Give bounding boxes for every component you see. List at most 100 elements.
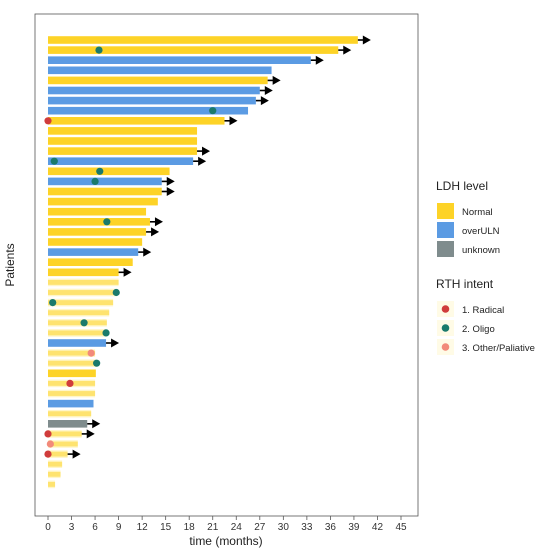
rth-marker	[44, 450, 52, 458]
x-tick-label: 42	[372, 522, 384, 533]
bar	[48, 137, 198, 145]
rth-marker	[112, 288, 120, 297]
x-tick-label: 18	[184, 522, 196, 533]
bar-core	[48, 300, 114, 306]
bar	[48, 420, 88, 428]
x-tick-label: 33	[301, 522, 313, 533]
x-tick-label: 45	[395, 522, 407, 533]
x-tick-label: 0	[45, 522, 51, 533]
ongoing-arrow-head	[111, 338, 120, 348]
ongoing-arrow-head	[202, 146, 211, 156]
bar-core	[48, 461, 63, 467]
legend-swatch	[441, 305, 450, 313]
rth-marker	[80, 319, 88, 327]
bar-core	[48, 330, 107, 336]
bar	[48, 218, 150, 226]
bar-core	[48, 441, 78, 447]
bar-core	[48, 279, 119, 285]
bar-core	[48, 411, 92, 417]
x-tick-label: 12	[137, 522, 149, 533]
bar	[48, 167, 170, 176]
bar	[48, 248, 139, 256]
rth-marker	[93, 359, 101, 367]
rth-marker	[50, 157, 58, 165]
rth-marker	[102, 329, 110, 337]
ongoing-arrow-head	[198, 156, 207, 166]
x-tick-label: 36	[325, 522, 337, 533]
bar	[48, 127, 198, 135]
x-tick-label: 9	[116, 522, 122, 533]
bar	[48, 268, 119, 277]
ongoing-arrow-head	[86, 429, 95, 439]
rth-marker	[103, 218, 111, 226]
bar	[48, 369, 96, 378]
bar	[48, 66, 272, 75]
ongoing-arrow-head	[143, 247, 152, 257]
bar	[48, 106, 249, 115]
ongoing-arrow-head	[343, 45, 352, 55]
ongoing-arrow-head	[260, 96, 269, 106]
legend-label: overULN	[462, 226, 500, 237]
ongoing-arrow-head	[362, 35, 371, 45]
rth-marker	[49, 299, 57, 307]
x-tick-label: 15	[160, 522, 172, 533]
bar	[48, 339, 107, 347]
x-tick-label: 30	[278, 522, 290, 533]
bars-layer	[48, 36, 358, 489]
x-tick-label: 27	[254, 522, 266, 533]
bar-core	[48, 481, 56, 487]
ongoing-arrow-head	[72, 449, 81, 459]
rth-marker	[46, 440, 54, 448]
bar-core	[48, 391, 96, 396]
bar	[48, 258, 133, 266]
bar-core	[48, 290, 117, 295]
ongoing-arrow-head	[166, 176, 175, 186]
legend-label: 3. Other/Paliative	[462, 343, 535, 354]
legend-label: 1. Radical	[462, 305, 504, 316]
bar	[48, 157, 194, 165]
ongoing-arrow-head	[123, 267, 132, 277]
bar	[48, 207, 147, 216]
x-tick-label: 6	[92, 522, 98, 533]
x-tick-label: 3	[69, 522, 75, 533]
bar	[48, 177, 162, 186]
ongoing-arrow-head	[229, 116, 238, 126]
bar	[48, 86, 260, 95]
bar	[48, 56, 311, 64]
bar	[48, 96, 256, 105]
ongoing-arrow-head	[151, 227, 160, 237]
legend-label: unknown	[462, 245, 500, 256]
markers-layer	[44, 35, 371, 459]
rth-marker	[91, 177, 99, 185]
bar-core	[48, 310, 110, 316]
legend-swatch	[437, 203, 454, 219]
bar-core	[48, 471, 61, 477]
ongoing-arrow-head	[154, 217, 163, 227]
rth-marker	[95, 46, 103, 54]
bar	[48, 36, 358, 44]
bar-core	[48, 431, 82, 437]
bar	[48, 117, 225, 125]
bar-core	[48, 451, 68, 457]
legend-title: LDH level	[436, 179, 488, 193]
y-axis-label: Patients	[3, 243, 17, 286]
ongoing-arrow-head	[166, 187, 175, 196]
legend-label: Normal	[462, 207, 493, 218]
x-axis: 0 3 6 9 12 15 18 21 24 27 30 33 36 39 42 45	[45, 516, 407, 533]
bar-core	[48, 360, 97, 366]
ongoing-arrow-head	[264, 86, 273, 95]
x-axis-label: time (months)	[189, 534, 262, 548]
x-tick-label: 39	[348, 522, 360, 533]
bar	[48, 238, 143, 246]
x-tick-label: 24	[231, 522, 243, 533]
bar-core	[48, 350, 96, 356]
legend-swatch	[441, 324, 450, 332]
bar	[48, 76, 268, 85]
bar	[48, 197, 158, 206]
legend-swatch	[437, 222, 454, 238]
rth-marker	[209, 107, 217, 115]
rth-marker	[44, 117, 52, 125]
ongoing-arrow-head	[315, 55, 324, 65]
ongoing-arrow-head	[272, 75, 281, 85]
